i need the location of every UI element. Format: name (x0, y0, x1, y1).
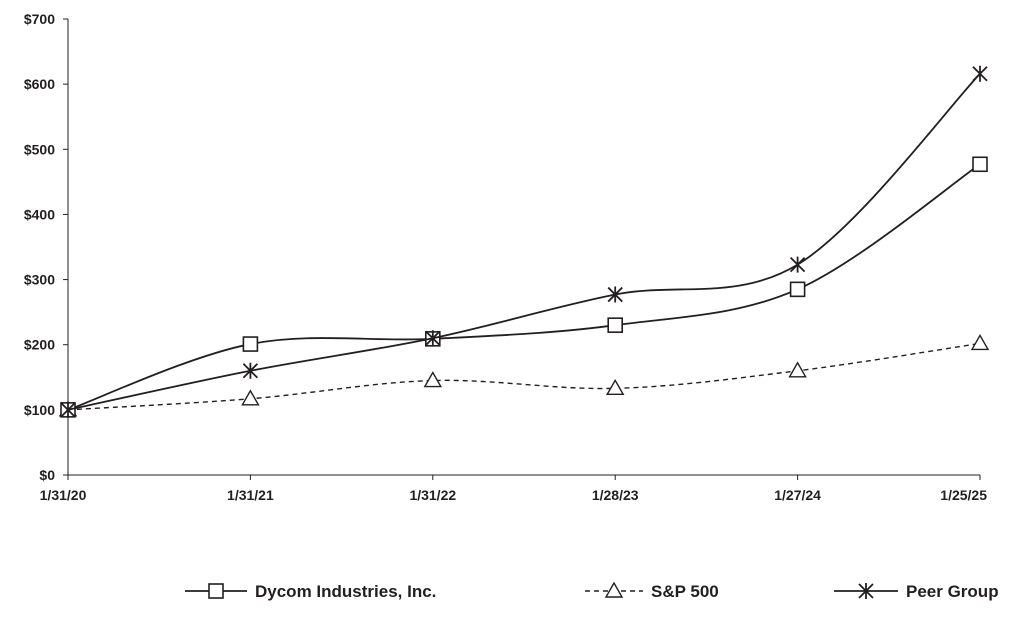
legend: Dycom Industries, Inc. S&P 500 Peer Group (185, 581, 999, 601)
data-point (972, 156, 988, 173)
x-tick-label: 1/28/23 (592, 487, 639, 503)
legend-marker (208, 583, 224, 599)
series-s-p-500 (58, 334, 990, 417)
y-tick-label: $0 (39, 467, 55, 483)
y-tick-label: $100 (24, 402, 55, 418)
series-dycom-industries-inc (60, 156, 988, 418)
legend-item: Peer Group (834, 582, 999, 601)
data-point (425, 330, 441, 347)
data-point (242, 362, 259, 379)
x-tick-label: 1/25/25 (940, 487, 987, 503)
y-tick-label: $200 (24, 337, 55, 353)
legend-label: Peer Group (906, 582, 999, 601)
series-line (67, 163, 981, 411)
legend-label: Dycom Industries, Inc. (255, 582, 436, 601)
series-layer (58, 65, 990, 418)
legend-marker (604, 581, 624, 598)
data-point (242, 336, 259, 352)
chart-axes: $0 $100 $200 $300 $400 $500 $600 $700 1/31/20 1/3… (24, 11, 987, 503)
legend-marker (858, 583, 874, 599)
x-tick-label: 1/27/24 (774, 487, 821, 503)
data-point (607, 317, 624, 333)
legend-item: S&P 500 (585, 581, 719, 601)
data-point (972, 65, 988, 82)
data-point (423, 371, 443, 388)
y-tick-label: $700 (24, 11, 55, 27)
legend-item: Dycom Industries, Inc. (185, 582, 436, 601)
x-tick-label: 1/31/20 (40, 487, 87, 503)
data-point (605, 378, 625, 396)
data-point (788, 361, 807, 378)
y-tick-label: $600 (24, 76, 55, 92)
data-point (789, 256, 806, 273)
series-line (67, 342, 981, 411)
data-point (241, 389, 260, 406)
series-peer-group (60, 65, 988, 418)
x-tick-label: 1/31/21 (227, 487, 274, 503)
y-tick-label: $400 (24, 206, 55, 222)
data-point (789, 281, 806, 298)
data-point (970, 334, 990, 351)
data-point (607, 286, 623, 303)
legend-label: S&P 500 (651, 582, 719, 601)
y-tick-label: $300 (24, 272, 55, 288)
y-tick-label: $500 (24, 141, 55, 157)
data-point (60, 401, 76, 418)
x-tick-label: 1/31/22 (409, 487, 456, 503)
series-line (67, 73, 981, 411)
